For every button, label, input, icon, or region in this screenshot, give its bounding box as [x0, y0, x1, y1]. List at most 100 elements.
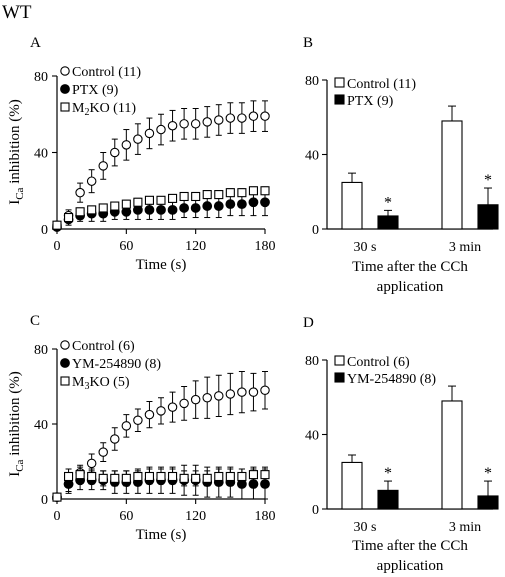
y-tick-label: 80	[34, 70, 48, 85]
y-tick-label: 40	[34, 147, 48, 162]
y-axis-label: ICa inhibition (%)	[7, 99, 26, 205]
data-point	[144, 409, 155, 420]
data-point	[167, 204, 178, 215]
x-tick-label: 30 s	[354, 520, 377, 535]
bar-ptx-9-30-s	[377, 215, 399, 230]
data-point	[236, 199, 247, 210]
legend-marker-ym-254890-8	[60, 358, 70, 368]
data-point	[191, 473, 201, 483]
x-tick-label: 60	[119, 239, 133, 254]
legend-marker-control-6	[60, 340, 70, 350]
data-point	[202, 117, 212, 127]
data-point	[156, 204, 166, 215]
data-point	[156, 195, 166, 205]
panel-a-line-chart: A 0 40 80 0 60 120 180 Time (s) ICa inhibition (%…	[7, 35, 276, 273]
series-m2ko-11	[52, 186, 270, 230]
panel-label: B	[303, 35, 313, 51]
data-point	[144, 471, 154, 482]
x-tick-label: 120	[185, 509, 206, 524]
y-tick-label: 40	[34, 418, 48, 433]
x-tick-label: 0	[54, 509, 61, 524]
legend-marker-ptx-9	[60, 84, 70, 94]
data-point	[179, 473, 189, 483]
legend-swatch-control-6	[334, 355, 345, 366]
data-point	[248, 387, 259, 397]
data-point	[214, 115, 224, 125]
data-point	[64, 212, 74, 223]
figure-title: WT	[2, 2, 32, 23]
series-ptx-9	[52, 188, 270, 232]
bar-control-11-30-s	[341, 181, 363, 230]
data-point	[237, 387, 247, 397]
data-point	[202, 190, 212, 200]
data-point	[144, 195, 154, 205]
x-tick-label: 30 s	[354, 240, 377, 255]
data-point	[133, 415, 143, 425]
data-point	[191, 191, 201, 202]
legend-label-control-11: Control (11)	[347, 77, 416, 92]
data-point	[167, 120, 178, 131]
data-point	[133, 134, 143, 144]
data-point	[260, 111, 270, 121]
data-point	[213, 201, 224, 211]
data-point	[98, 447, 108, 457]
significance-asterisk: *	[384, 194, 392, 211]
bar-ym-254890-8-30-s	[377, 489, 399, 510]
data-point	[248, 186, 258, 196]
data-point	[202, 473, 212, 483]
x-tick-label: 3 min	[449, 240, 481, 255]
data-point	[52, 220, 62, 230]
x-tick-label: 3 min	[449, 520, 481, 535]
bar-ym-254890-8-3-min	[477, 495, 499, 510]
legend-label-ptx-9: PTX (9)	[72, 83, 119, 98]
data-point	[237, 113, 247, 123]
legend-label-m3ko-5: M3KO (5)	[72, 375, 130, 392]
panel-label: D	[303, 315, 314, 331]
x-axis-label: Time (s)	[136, 257, 187, 273]
data-point	[52, 492, 62, 502]
x-axis-label-line1: Time after the CCh	[352, 259, 468, 275]
x-axis-label-line2: application	[377, 279, 444, 295]
data-point	[248, 111, 259, 121]
data-point	[202, 201, 213, 211]
data-point	[202, 392, 212, 403]
data-point	[179, 203, 190, 213]
data-point	[110, 201, 120, 211]
data-point	[133, 471, 143, 482]
legend-label-control-6: Control (6)	[72, 339, 135, 354]
data-point	[132, 204, 143, 215]
legend-swatch-control-11	[334, 77, 345, 88]
data-point	[190, 203, 201, 213]
data-point	[168, 193, 178, 203]
legend-label-control-11: Control (11)	[72, 65, 141, 80]
x-axis-label: Time (s)	[136, 527, 187, 543]
legend-marker-m2ko-11	[60, 102, 70, 112]
legend-swatch-ym-254890-8	[334, 372, 345, 383]
y-axis-label: ICa inhibition (%)	[7, 371, 26, 477]
data-point	[260, 186, 270, 196]
data-point	[179, 119, 189, 129]
data-point	[75, 470, 85, 480]
data-point	[190, 119, 201, 129]
data-point	[121, 473, 131, 483]
significance-asterisk: *	[384, 465, 392, 482]
legend-label-m2ko-11: M2KO (11)	[72, 101, 136, 118]
data-point	[225, 188, 235, 198]
data-point	[110, 473, 120, 483]
data-point	[144, 204, 155, 215]
data-point	[156, 124, 166, 135]
data-point	[98, 473, 108, 483]
data-point	[75, 187, 85, 198]
x-tick-label: 60	[119, 509, 133, 524]
y-tick-label: 80	[305, 74, 319, 89]
panel-label: C	[30, 313, 40, 329]
y-tick-label: 40	[305, 429, 319, 444]
x-tick-label: 120	[185, 239, 206, 254]
y-tick-label: 0	[41, 493, 48, 508]
data-point	[225, 113, 236, 123]
bar-control-11-3-min	[441, 120, 463, 230]
data-point	[110, 147, 120, 158]
series-m3ko-5	[52, 466, 270, 502]
x-tick-label: 180	[255, 239, 276, 254]
